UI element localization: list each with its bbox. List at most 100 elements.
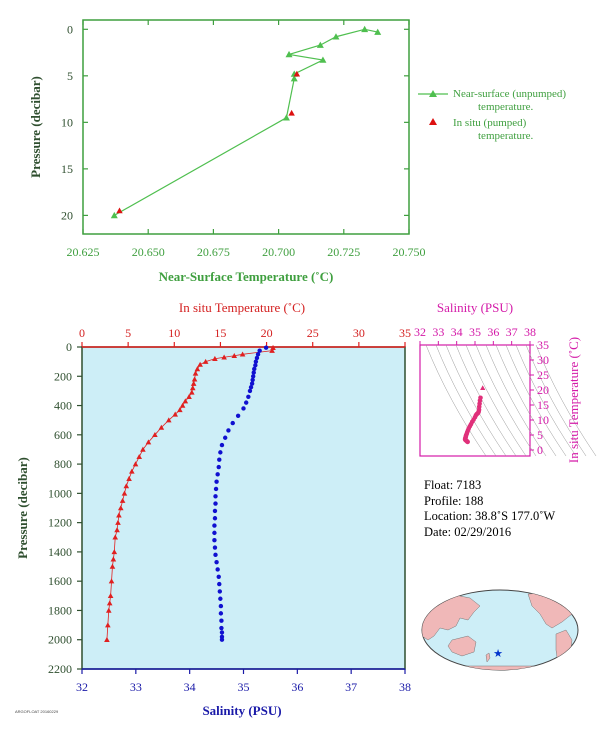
temperature-point [136,453,143,460]
salinity-point [218,450,223,455]
ts-x-tick-label: 35 [469,325,481,339]
temperature-point [191,376,198,382]
temperature-point [194,366,201,372]
near-surface-plot-area [82,19,410,235]
temperature-point [212,355,218,361]
location-map: ★ [421,589,579,671]
salinity-point [212,530,217,536]
temperature-ticks: 0 5 10 15 20 25 30 35 [79,326,411,347]
x-tick-label: 20.750 [393,245,426,259]
temperature-point [126,475,132,481]
isopycnal-curve-11 [535,344,597,457]
salinity-tick-label: 32 [76,680,88,694]
pressure-tick-label: 200 [54,369,72,383]
salinity-point [212,545,218,550]
ts-y-tick-label: 25 [537,368,549,382]
ts-x-tick-label: 33 [432,325,444,339]
temperature-point [192,370,199,376]
x-tick-label: 20.675 [197,245,230,259]
isopycnal-curve-6 [485,344,547,457]
y-tick-label: 10 [61,115,73,129]
float-location-marker: ★ [493,648,503,660]
salinity-point [252,366,257,372]
isopycnal-curve-5 [475,344,537,457]
salinity-point [213,486,219,492]
near-surface-y-label: Pressure (decibar) [28,76,43,178]
profile-number: Profile: 188 [424,493,484,508]
temperature-point [140,446,146,452]
salinity-point [216,464,221,470]
temperature-point [129,468,135,474]
temperature-point [221,354,227,360]
temperature-point [270,344,276,350]
temperature-point [107,593,114,599]
in-situ-point [116,207,123,214]
profile-series [104,344,276,642]
salinity-axis-label: Salinity (PSU) [202,703,281,718]
ts-x-tick-label: 37 [506,325,518,339]
temperature-point [123,483,130,489]
salinity-tick-label: 33 [130,680,142,694]
near-surface-point [361,25,369,33]
salinity-point [248,385,254,390]
salinity-point [215,472,220,477]
salinity-point [212,508,218,514]
near-surface-point [332,33,340,40]
temperature-point [197,361,203,367]
temperature-point [108,578,115,584]
temperature-point [119,497,126,503]
x-tick-label: 20.625 [67,245,100,259]
temperature-point [239,351,246,357]
temp-tick-label: 0 [79,326,85,340]
salinity-point [212,538,217,543]
profile-date: Date: 02/29/2016 [424,524,512,539]
salinity-tick-label: 38 [399,680,411,694]
isopycnal-curve-2 [445,344,507,457]
salinity-point [213,494,218,499]
ts-isopycnals [425,344,597,457]
temp-tick-label: 5 [125,326,131,340]
salinity-point [255,352,261,357]
ts-x-tick-label: 32 [414,325,426,339]
near-surface-point [316,41,324,48]
salinity-point [249,381,255,386]
temperature-point [105,622,111,628]
salinity-point [254,355,260,361]
temperature-point [110,556,117,562]
pressure-tick-label: 1200 [48,516,72,530]
temperature-point [145,439,152,445]
near-surface-line [113,28,378,216]
salinity-point [241,406,246,411]
salinity-point [247,388,253,394]
temperature-point [190,380,197,386]
salinity-point [214,479,219,484]
temperature-point [111,549,118,555]
salinity-point [214,559,219,565]
temperature-point [116,512,122,518]
salinity-point [251,370,256,375]
temperature-point [109,563,116,569]
float-location: Location: 38.8˚S 177.0˚W [424,509,556,523]
salinity-point [218,603,224,609]
y-tick-label: 20 [61,208,73,222]
temperature-point [269,347,275,353]
salinity-point [219,618,224,623]
salinity-point [263,345,269,350]
salinity-point [217,589,223,594]
pressure-tick-label: 1600 [48,574,72,588]
salinity-point [253,359,259,364]
in-situ-point [293,70,301,77]
pressure-tick-label: 800 [54,457,72,471]
pressure-tick-label: 0 [66,340,72,354]
near-surface-series [110,25,382,219]
ts-y-tick-label: 30 [537,353,549,367]
ts-y-tick-label: 0 [537,443,543,457]
near-surface-point [285,50,293,58]
salinity-point [217,581,222,587]
temperature-point [231,352,238,359]
salinity-point [213,501,218,506]
temperature-point [202,358,209,364]
salinity-point [222,435,228,440]
salinity-point [218,596,223,601]
